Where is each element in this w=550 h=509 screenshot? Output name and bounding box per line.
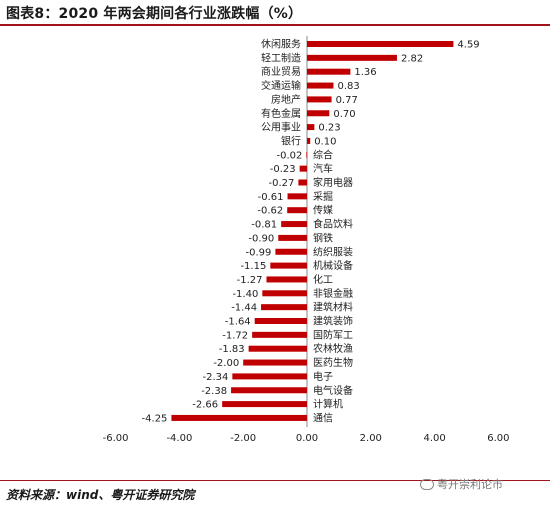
category-label: 建筑装饰 [313, 315, 353, 328]
bar-21 [252, 331, 307, 338]
category-label: 钢铁 [313, 231, 333, 244]
x-tick-label: -4.00 [166, 433, 192, 444]
bar-9 [299, 165, 307, 172]
data-label: 0.83 [337, 81, 359, 92]
bar-26 [222, 401, 307, 408]
bar-7 [307, 137, 311, 144]
category-label: 机械设备 [313, 259, 353, 272]
x-tick-label: 0.00 [296, 433, 318, 444]
category-label: 建筑材料 [313, 301, 353, 314]
category-label: 计算机 [313, 398, 343, 411]
data-label: -2.66 [192, 400, 218, 411]
category-label: 化工 [313, 273, 333, 286]
category-label: 食品饮料 [313, 218, 353, 231]
data-label: -1.83 [219, 344, 245, 355]
bar-19 [261, 304, 307, 311]
category-label: 商业贸易 [261, 65, 301, 78]
bar-27 [171, 414, 307, 421]
category-label: 电气设备 [313, 384, 353, 397]
bar-16 [270, 262, 307, 269]
bar-13 [281, 221, 307, 228]
category-label: 传媒 [313, 205, 333, 217]
category-label: 医药生物 [313, 356, 353, 369]
category-label: 休闲服务 [261, 38, 301, 51]
bar-23 [243, 359, 307, 366]
data-label: -1.64 [225, 317, 251, 328]
bar-chart: 休闲服务 4.59 轻工制造 2.82 商业贸易 1.36 交通运输 0.83 房地产 0.77 有… [103, 36, 510, 444]
wechat-icon [420, 478, 434, 490]
data-label: 2.82 [401, 53, 423, 64]
data-label: -1.15 [240, 261, 266, 272]
footer-divider [0, 480, 550, 481]
bar-1 [307, 54, 397, 61]
data-label: -0.99 [246, 247, 272, 258]
data-label: -0.27 [269, 178, 295, 189]
category-label: 电子 [313, 370, 333, 383]
category-label: 银行 [281, 134, 301, 147]
bar-25 [231, 387, 307, 394]
bar-14 [278, 234, 307, 241]
data-label: -0.23 [270, 164, 296, 175]
data-label: -0.02 [276, 150, 302, 161]
category-label: 汽车 [313, 162, 333, 175]
data-label: -2.34 [202, 372, 228, 383]
bar-22 [248, 345, 307, 352]
data-label: 4.59 [457, 40, 479, 51]
source-note: 资料来源：wind、粤开证券研究院 [6, 488, 195, 502]
data-label: 0.77 [336, 95, 358, 106]
data-label: -1.27 [237, 275, 263, 286]
category-label: 非银金融 [313, 287, 353, 300]
bar-20 [254, 318, 307, 324]
data-label: -0.62 [257, 206, 283, 217]
bar-2 [307, 68, 351, 75]
category-label: 综合 [313, 148, 333, 161]
x-tick-label: -2.00 [230, 433, 256, 444]
bar-24 [232, 373, 307, 380]
bar-6 [307, 124, 315, 131]
data-label: 0.70 [333, 109, 355, 120]
data-label: -1.44 [231, 303, 257, 314]
title-divider [0, 24, 550, 26]
data-label: -0.81 [251, 220, 277, 231]
category-label: 纺织服装 [313, 245, 353, 258]
data-label: 1.36 [354, 67, 376, 78]
category-label: 公用事业 [261, 121, 301, 134]
data-label: 0.10 [314, 136, 336, 147]
chart-title: 图表8：2020 年两会期间各行业涨跌幅（%） [6, 6, 303, 22]
data-label: 0.23 [318, 123, 340, 134]
data-label: -1.40 [232, 289, 258, 300]
category-label: 有色金属 [261, 107, 301, 120]
bar-10 [298, 179, 307, 186]
data-label: -0.90 [248, 233, 274, 244]
bar-8 [306, 151, 308, 158]
bar-3 [307, 82, 334, 89]
watermark: 粤开崇利论市 [420, 476, 503, 492]
x-tick-label: 4.00 [423, 433, 445, 444]
data-label: -4.25 [142, 413, 168, 424]
bar-18 [262, 290, 307, 297]
x-tick-label: 6.00 [487, 433, 509, 444]
category-label: 通信 [313, 412, 333, 424]
data-label: -0.61 [258, 192, 284, 203]
category-label: 国防军工 [313, 328, 353, 341]
bar-15 [275, 248, 307, 255]
bar-0 [307, 41, 454, 47]
data-label: -2.38 [201, 386, 227, 397]
bar-4 [307, 96, 332, 103]
category-label: 农林牧渔 [313, 342, 353, 355]
watermark-text: 粤开崇利论市 [437, 478, 503, 491]
category-label: 采掘 [313, 190, 333, 203]
data-label: -1.72 [222, 330, 248, 341]
data-label: -2.00 [213, 358, 239, 369]
bar-11 [287, 193, 307, 200]
bar-5 [307, 110, 330, 117]
x-tick-label: 2.00 [360, 433, 382, 444]
category-label: 交通运输 [261, 79, 301, 92]
bar-12 [287, 207, 307, 214]
bar-17 [266, 276, 307, 283]
category-label: 家用电器 [313, 176, 353, 189]
x-tick-label: -6.00 [103, 433, 129, 444]
category-label: 房地产 [271, 93, 301, 106]
category-label: 轻工制造 [261, 51, 301, 64]
